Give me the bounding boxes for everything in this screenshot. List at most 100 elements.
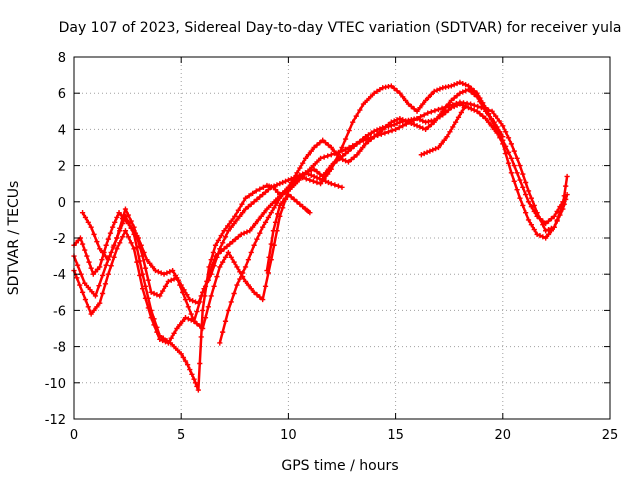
data-point	[214, 274, 220, 280]
data-point	[451, 82, 457, 88]
data-point	[328, 163, 334, 169]
data-point	[451, 103, 457, 110]
data-point	[428, 121, 434, 128]
data-point	[240, 210, 246, 216]
data-point	[494, 124, 500, 130]
data-point	[239, 201, 245, 207]
data-point	[82, 280, 88, 286]
data-point	[177, 322, 183, 328]
data-point	[128, 218, 134, 224]
data-point	[280, 199, 286, 205]
data-point	[534, 213, 540, 219]
data-point	[397, 115, 403, 122]
data-point	[357, 138, 363, 145]
data-point	[260, 224, 266, 230]
data-point	[261, 210, 267, 216]
data-point	[454, 80, 460, 87]
data-point	[328, 181, 334, 187]
data-point	[262, 283, 269, 289]
data-point	[88, 311, 94, 317]
data-point	[148, 289, 154, 295]
data-point	[250, 190, 256, 196]
data-point	[246, 193, 252, 199]
data-point	[174, 325, 180, 332]
data-point	[342, 150, 349, 157]
data-point	[267, 202, 274, 209]
data-point	[520, 171, 526, 177]
data-point	[285, 177, 291, 183]
data-point	[460, 80, 466, 87]
axis-ticks	[73, 56, 611, 420]
data-point	[417, 124, 423, 130]
data-point	[339, 184, 345, 190]
data-point	[77, 282, 83, 288]
series-line	[72, 101, 569, 392]
data-point	[189, 371, 195, 377]
data-point	[242, 278, 249, 285]
data-point	[225, 307, 231, 313]
data-point	[257, 230, 263, 236]
data-point	[468, 89, 474, 95]
data-point	[511, 148, 517, 154]
x-tick-label: 20	[495, 428, 512, 443]
data-point	[187, 366, 193, 373]
data-point	[237, 269, 243, 275]
series-track-7	[418, 105, 467, 158]
y-tick-label: 6	[58, 87, 66, 102]
data-point	[428, 109, 434, 115]
data-point	[514, 155, 520, 161]
data-point	[310, 178, 317, 184]
data-point	[242, 264, 249, 270]
data-point	[503, 143, 509, 149]
data-point	[528, 195, 534, 201]
data-point	[362, 134, 369, 140]
data-point	[79, 289, 86, 295]
data-point	[548, 216, 554, 222]
data-point	[342, 158, 349, 164]
data-point	[345, 159, 352, 165]
series-line	[72, 102, 564, 345]
y-tick-label: -2	[53, 232, 66, 247]
data-point	[294, 199, 300, 205]
data-point	[405, 119, 412, 125]
data-point	[144, 257, 150, 263]
data-point	[94, 304, 100, 310]
data-point	[109, 224, 116, 230]
data-point	[190, 298, 196, 304]
data-point	[308, 167, 314, 174]
series-track-5	[217, 86, 506, 346]
data-point	[237, 276, 243, 282]
data-point	[194, 383, 200, 390]
data-point	[314, 159, 320, 165]
data-point	[371, 128, 377, 134]
data-point	[300, 160, 306, 166]
data-point	[242, 195, 249, 201]
data-point	[444, 134, 450, 140]
data-point	[271, 183, 277, 189]
data-point	[540, 218, 546, 224]
data-point	[131, 246, 137, 252]
data-point	[260, 296, 266, 303]
y-tick-label: -12	[45, 413, 66, 428]
data-point	[564, 173, 570, 180]
data-point	[108, 263, 114, 269]
data-point	[360, 144, 366, 151]
data-point	[505, 160, 512, 166]
data-point	[88, 265, 94, 271]
data-point	[248, 249, 254, 256]
data-point	[465, 86, 472, 93]
data-point	[280, 191, 286, 198]
data-point	[251, 289, 257, 295]
data-point	[97, 300, 103, 306]
data-point	[175, 347, 181, 353]
data-point	[508, 155, 514, 161]
data-point	[440, 108, 446, 114]
data-point	[302, 170, 309, 176]
data-point	[188, 311, 194, 317]
data-point	[337, 155, 343, 161]
data-point	[435, 144, 442, 151]
data-point	[391, 85, 397, 91]
data-point	[471, 91, 477, 98]
data-point	[271, 199, 277, 205]
